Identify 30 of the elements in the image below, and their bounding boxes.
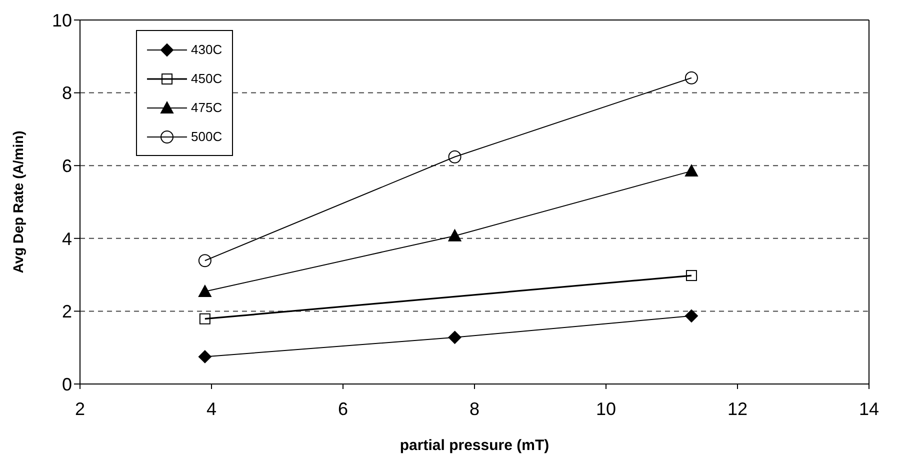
- y-tick-label: 10: [52, 10, 72, 30]
- y-tick-label: 8: [62, 83, 72, 104]
- point: [448, 330, 462, 344]
- point: [198, 285, 212, 298]
- legend-label: 475C: [191, 100, 222, 115]
- x-tick-label: 12: [727, 398, 748, 419]
- y-tick-label: 4: [62, 228, 72, 249]
- point: [684, 309, 698, 322]
- y-tick-label: 6: [62, 156, 72, 176]
- legend-label: 500C: [191, 129, 222, 144]
- point: [448, 150, 462, 164]
- x-tick-label: 8: [469, 398, 480, 419]
- y-axis-title: Avg Dep Rate (A/min): [10, 130, 26, 274]
- x-tick-label: 6: [338, 398, 348, 419]
- point: [198, 350, 212, 364]
- y-tick-label: 2: [62, 302, 72, 322]
- legend-label: 430C: [191, 42, 222, 57]
- x-tick-label: 4: [206, 398, 217, 419]
- x-axis-title: partial pressure (mT): [400, 437, 550, 454]
- point: [198, 254, 212, 268]
- x-tick-label: 10: [596, 398, 616, 419]
- point: [199, 313, 210, 324]
- point: [684, 164, 698, 177]
- point: [448, 229, 462, 242]
- point: [684, 71, 698, 84]
- point: [686, 270, 697, 282]
- legend-label: 450C: [191, 71, 222, 86]
- x-tick-label: 14: [858, 398, 880, 419]
- y-tick-label: 0: [62, 374, 72, 394]
- x-tick-label: 2: [74, 398, 86, 419]
